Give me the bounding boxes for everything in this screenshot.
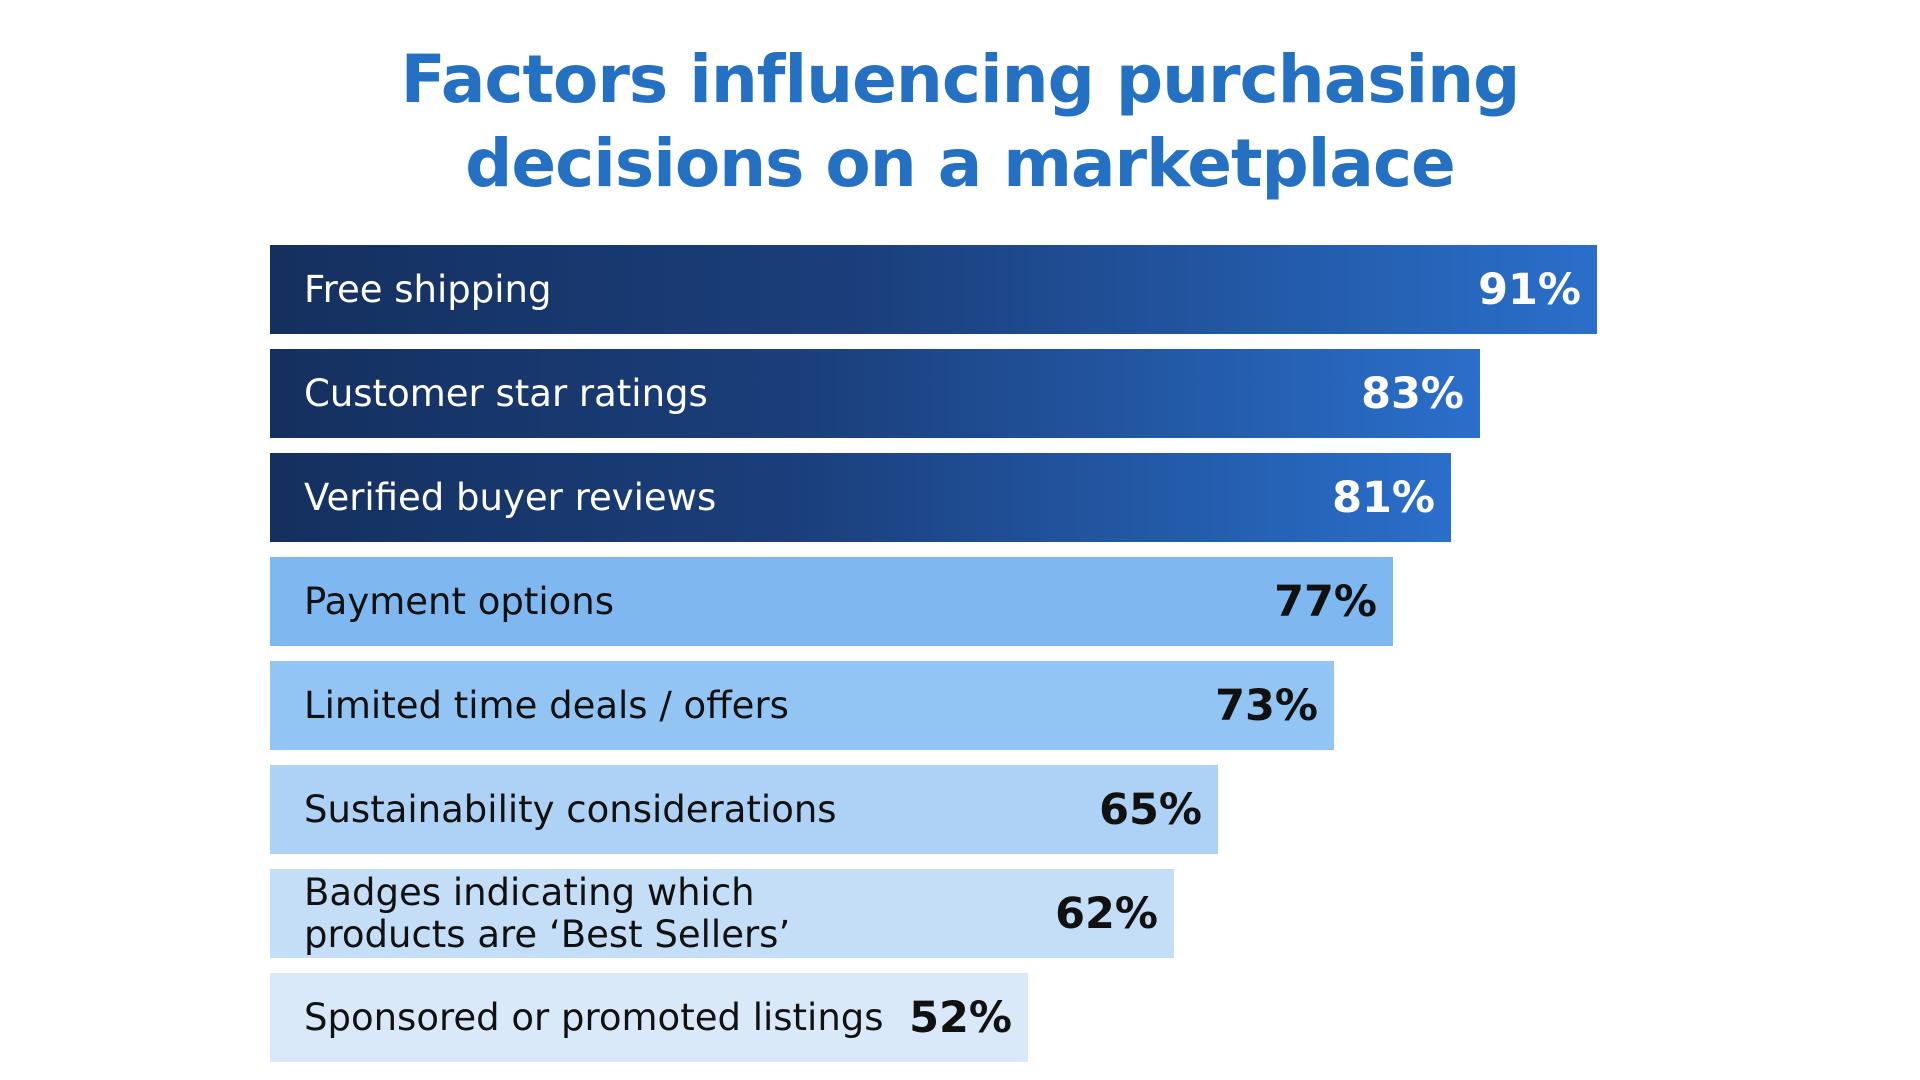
bar-label: Limited time deals / offers bbox=[304, 683, 789, 727]
bar: Verified buyer reviews 81% bbox=[270, 453, 1451, 542]
bar-value-label: 77% bbox=[1274, 576, 1377, 627]
bar-value-label: 83% bbox=[1361, 368, 1464, 419]
bar-value-label: 65% bbox=[1099, 784, 1202, 835]
bar: Sponsored or promoted listings 52% bbox=[270, 973, 1028, 1062]
bar-label: Customer star ratings bbox=[304, 371, 708, 415]
chart-title: Factors influencing purchasing decisions… bbox=[0, 38, 1920, 206]
chart-title-line-2: decisions on a marketplace bbox=[465, 125, 1456, 202]
bar-value-label: 52% bbox=[909, 992, 1012, 1043]
bar: Customer star ratings 83% bbox=[270, 349, 1480, 438]
bar-label: Verified buyer reviews bbox=[304, 475, 717, 519]
bar-label: Badges indicating which products are ‘Be… bbox=[304, 870, 791, 956]
bar-label: Sustainability considerations bbox=[304, 787, 837, 831]
bar-label: Payment options bbox=[304, 579, 615, 623]
bar: Payment options 77% bbox=[270, 557, 1393, 646]
bar-value-label: 91% bbox=[1478, 264, 1581, 315]
bar: Sustainability considerations 65% bbox=[270, 765, 1218, 854]
bar: Limited time deals / offers 73% bbox=[270, 661, 1334, 750]
chart-title-line-1: Factors influencing purchasing bbox=[400, 41, 1521, 118]
bar: Badges indicating which products are ‘Be… bbox=[270, 869, 1174, 958]
bar-label: Sponsored or promoted listings bbox=[304, 995, 884, 1039]
bar-value-label: 81% bbox=[1332, 472, 1435, 523]
bar-value-label: 62% bbox=[1055, 888, 1158, 939]
bar-chart: Free shipping 91% Customer star ratings 83%… bbox=[270, 245, 1650, 1065]
bar-label: Free shipping bbox=[304, 267, 552, 311]
bar-value-label: 73% bbox=[1215, 680, 1318, 731]
bar: Free shipping 91% bbox=[270, 245, 1597, 334]
